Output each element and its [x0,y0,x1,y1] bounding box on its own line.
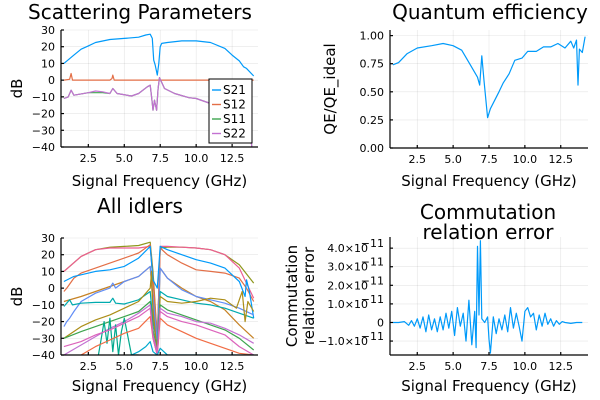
series-s22 [63,76,253,147]
legend-item-s11: S11 [212,112,246,126]
x-tick-label: 2.5 [409,153,427,166]
y-axis-label: Commutation [283,245,301,347]
y-axis-label: dB [8,79,26,99]
x-axis-label: Signal Frequency (GHz) [72,172,248,190]
y-tick-label: 1.0×10 [327,298,368,311]
y-tick-label: −30 [32,124,55,137]
x-tick-label: 5.0 [116,360,134,373]
series-idler-13 [63,307,255,355]
chart-commutation: 2.5 5.0 7.5 10.0 12.5−1.0×10−1101.0×10−112.0… [283,200,588,395]
series-idler-4 [63,245,255,319]
y-tick-label: 10 [41,265,55,278]
y-tick-exponent: −11 [361,237,384,250]
x-tick-label: 10.0 [184,152,209,165]
y-tick-label: 0.00 [360,142,385,155]
y-tick-exponent: −11 [361,293,384,306]
chart-title: Quantum efficiency [392,0,588,24]
y-tick-label: −10 [32,299,55,312]
y-tick-label: −10 [32,91,55,104]
chart-sparams: 2.5 5.0 7.5 10.0 12.5 −40 −30 −20 −10 0 10 20 30Scat… [8,0,258,190]
y-tick-label: 0 [48,74,55,87]
x-tick-label: 10.0 [513,153,538,166]
legend-item-s21: S21 [212,83,246,97]
y-tick-label: −20 [32,316,55,329]
y-tick-label: −40 [32,141,55,154]
y-tick-label: 20 [41,249,55,262]
x-tick-label: 7.5 [151,152,169,165]
x-tick-label: 2.5 [80,360,98,373]
x-tick-label: 5.0 [116,152,134,165]
y-tick-label: 20 [41,41,55,54]
y-tick-label: 2.0×10 [327,279,368,292]
y-tick-label: 0 [377,316,384,329]
legend-label: S12 [223,98,246,112]
chart-title: Scattering Parameters [28,0,252,24]
x-tick-label: 2.5 [80,152,98,165]
y-axis-label: QE/QE_ideal [321,43,340,134]
y-tick-label: 30 [41,24,55,37]
legend-item-s22: S22 [212,127,246,141]
x-tick-label: 7.5 [480,360,498,373]
x-tick-label: 2.5 [409,360,427,373]
chart-qe: 2.5 5.0 7.5 10.0 12.5 0.00 0.25 0.50 0.75 1.00 Qua… [321,0,588,190]
series-qe [392,36,586,119]
series-group [63,241,255,355]
y-tick-label: 30 [41,232,55,245]
x-tick-label: 5.0 [444,360,462,373]
y-tick-label: 4.0×10 [327,242,368,255]
series-error [392,240,583,354]
y-axis-label: relation error [300,246,318,345]
chart-idlers: 2.5 5.0 7.5 10.0 12.5 −40 −30 −20 −10 0 10 20 30 All … [8,194,258,395]
series-group [392,36,586,119]
y-tick-label: 0.25 [360,114,385,127]
y-tick-label: 1.00 [360,30,385,43]
x-axis-label: Signal Frequency (GHz) [401,172,577,190]
y-tick-label: −30 [32,332,55,345]
series-idler-3 [63,244,255,339]
x-tick-label: 12.5 [220,360,245,373]
y-tick-label: −20 [32,108,55,121]
y-tick-label: 0.75 [360,58,385,71]
x-tick-label: 12.5 [220,152,245,165]
legend-item-s12: S12 [212,98,246,112]
y-tick-label: −1.0×10 [318,335,368,348]
y-tick-exponent: −11 [361,274,384,287]
y-tick-label: 0.50 [360,86,385,99]
series-group [392,240,583,354]
series-idler-6 [63,265,254,343]
x-axis-label: Signal Frequency (GHz) [401,377,577,395]
y-tick-label: 3.0×10 [327,261,368,274]
x-tick-label: 7.5 [480,153,498,166]
legend-label: S21 [223,83,246,97]
chart-title: Commutation [420,200,556,224]
series-s12 [63,72,254,81]
y-tick-label: 0 [48,282,55,295]
x-tick-label: 7.5 [151,360,169,373]
series-idler-14 [131,341,254,355]
series-idler-8 [63,270,255,353]
y-tick-exponent: −11 [361,330,384,343]
legend-label: S11 [223,112,246,126]
y-tick-exponent: −11 [361,256,384,269]
chart-title: All idlers [97,194,183,218]
y-tick-label: −40 [32,349,55,362]
y-axis-label: dB [8,287,26,307]
x-tick-label: 10.0 [513,360,538,373]
x-tick-label: 10.0 [184,360,209,373]
chart-title: relation error [423,220,555,244]
series-idler-7 [63,290,254,348]
x-axis-label: Signal Frequency (GHz) [72,377,248,395]
x-tick-label: 12.5 [548,360,573,373]
x-tick-label: 5.0 [444,153,462,166]
y-tick-label: 10 [41,57,55,70]
legend-label: S22 [223,127,246,141]
x-tick-label: 12.5 [548,153,573,166]
series-s21 [63,33,255,77]
series-group [63,33,255,147]
